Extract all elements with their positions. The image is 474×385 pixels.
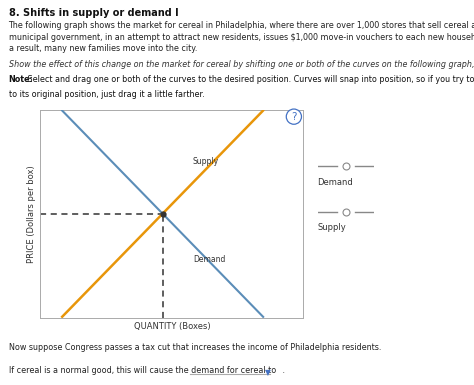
Text: .: .: [280, 366, 285, 375]
Text: Demand: Demand: [318, 177, 353, 187]
Text: to its original position, just drag it a little farther.: to its original position, just drag it a…: [9, 90, 204, 99]
Text: Show the effect of this change on the market for cereal by shifting one or both : Show the effect of this change on the ma…: [9, 60, 474, 69]
Text: If cereal is a normal good, this will cause the demand for cereal to: If cereal is a normal good, this will ca…: [9, 366, 276, 375]
Y-axis label: PRICE (Dollars per box): PRICE (Dollars per box): [27, 165, 36, 263]
Text: Now suppose Congress passes a tax cut that increases the income of Philadelphia : Now suppose Congress passes a tax cut th…: [9, 343, 381, 352]
Text: Supply: Supply: [318, 223, 346, 232]
Text: Supply: Supply: [193, 157, 219, 166]
Text: 8. Shifts in supply or demand I: 8. Shifts in supply or demand I: [9, 8, 178, 18]
Text: Note:: Note:: [9, 75, 33, 84]
X-axis label: QUANTITY (Boxes): QUANTITY (Boxes): [134, 322, 210, 331]
Text: The following graph shows the market for cereal in Philadelphia, where there are: The following graph shows the market for…: [9, 21, 474, 53]
Text: Demand: Demand: [193, 255, 225, 264]
Text: ?: ?: [291, 112, 297, 122]
Text: Select and drag one or both of the curves to the desired position. Curves will s: Select and drag one or both of the curve…: [25, 75, 474, 84]
Text: ▼: ▼: [265, 368, 271, 377]
